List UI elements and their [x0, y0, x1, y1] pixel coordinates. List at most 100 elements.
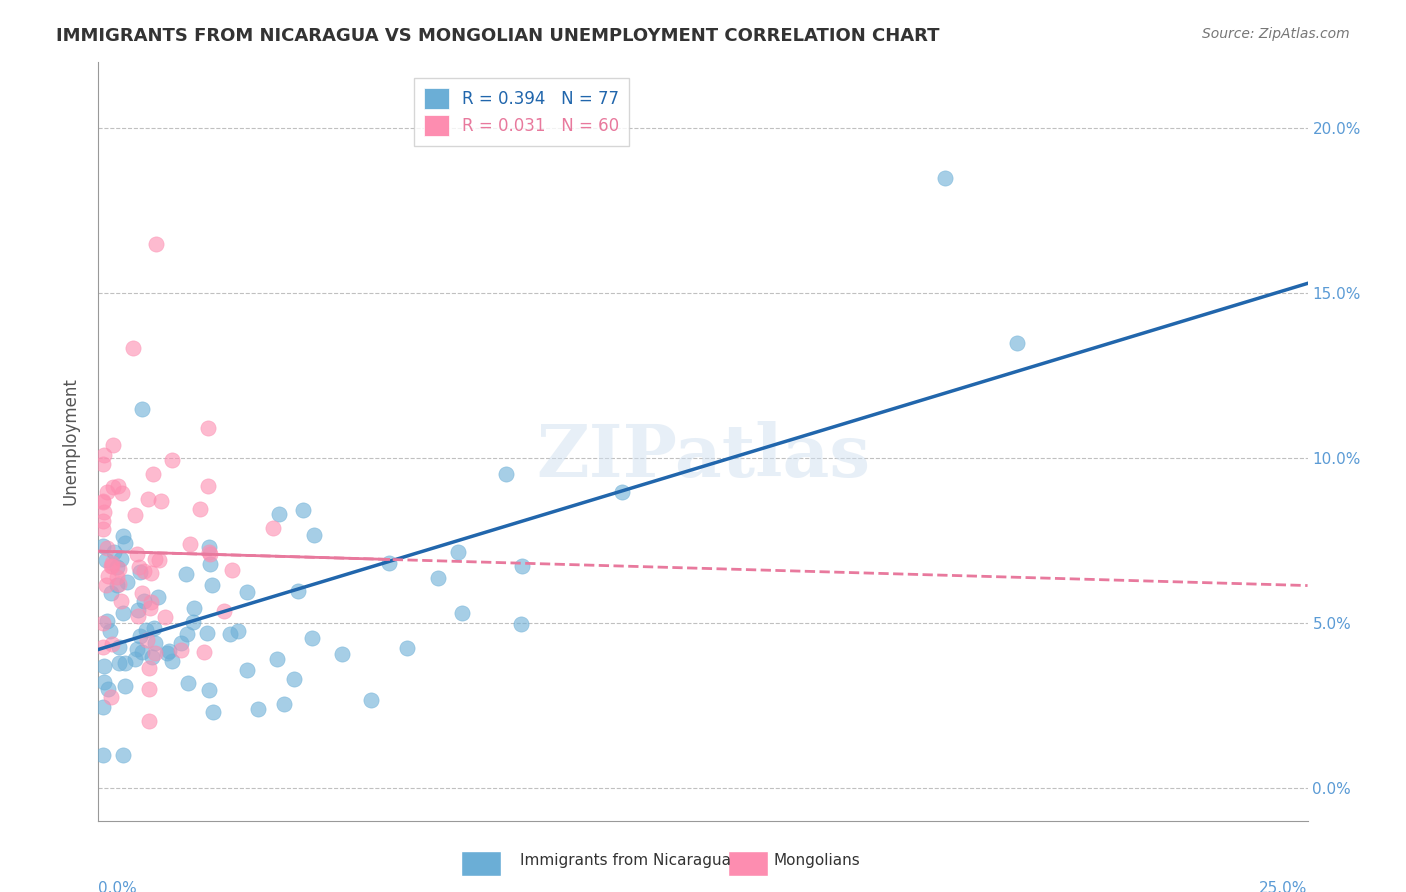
- Point: [266, 652, 288, 666]
- Point: [287, 584, 309, 599]
- Point: [142, 621, 165, 635]
- Point: [107, 576, 129, 591]
- Text: Mongolians: Mongolians: [773, 854, 860, 868]
- Point: [153, 610, 176, 624]
- Point: [135, 633, 157, 648]
- Point: [93, 448, 115, 462]
- Point: [160, 452, 183, 467]
- Point: [94, 553, 117, 567]
- Text: IMMIGRANTS FROM NICARAGUA VS MONGOLIAN UNEMPLOYMENT CORRELATION CHART: IMMIGRANTS FROM NICARAGUA VS MONGOLIAN U…: [56, 27, 939, 45]
- Point: [198, 540, 221, 554]
- Point: [934, 170, 956, 185]
- Point: [1007, 335, 1029, 350]
- Point: [143, 552, 166, 566]
- Point: [124, 652, 146, 666]
- Point: [93, 505, 115, 519]
- Point: [107, 569, 129, 583]
- Point: [105, 578, 128, 592]
- Point: [103, 438, 125, 452]
- Point: [131, 401, 153, 416]
- Point: [291, 503, 314, 517]
- Point: [91, 699, 114, 714]
- Point: [105, 560, 128, 574]
- Point: [510, 559, 533, 574]
- Point: [138, 714, 160, 728]
- Point: [129, 629, 152, 643]
- Point: [129, 565, 152, 579]
- Point: [262, 521, 284, 535]
- Point: [139, 566, 162, 580]
- Point: [142, 467, 165, 481]
- Point: [395, 641, 418, 656]
- Point: [114, 656, 136, 670]
- Point: [198, 557, 221, 571]
- Point: [273, 697, 295, 711]
- Point: [114, 680, 136, 694]
- Point: [125, 642, 148, 657]
- Point: [447, 545, 470, 559]
- Point: [132, 594, 155, 608]
- Point: [131, 645, 153, 659]
- Point: [426, 571, 449, 585]
- Point: [283, 672, 305, 686]
- Point: [169, 642, 191, 657]
- Point: [125, 547, 148, 561]
- Point: [198, 547, 221, 561]
- Point: [91, 539, 114, 553]
- Point: [98, 624, 121, 638]
- Point: [91, 494, 114, 508]
- Point: [138, 682, 160, 697]
- Text: 25.0%: 25.0%: [1260, 881, 1308, 892]
- Point: [200, 578, 222, 592]
- Point: [141, 650, 163, 665]
- Point: [97, 681, 120, 696]
- Point: [226, 624, 249, 638]
- Point: [170, 636, 193, 650]
- Point: [100, 690, 122, 704]
- Point: [236, 585, 259, 599]
- Point: [377, 556, 399, 570]
- Point: [183, 600, 205, 615]
- Point: [193, 645, 215, 659]
- Point: [135, 624, 157, 638]
- Point: [146, 590, 169, 604]
- Point: [150, 494, 173, 508]
- Point: [91, 457, 114, 471]
- Text: 0.0%: 0.0%: [98, 881, 138, 892]
- Point: [139, 594, 162, 608]
- Point: [110, 551, 132, 566]
- Point: [451, 607, 474, 621]
- Point: [128, 559, 150, 574]
- Point: [246, 702, 269, 716]
- Point: [145, 236, 167, 251]
- Point: [127, 602, 149, 616]
- Point: [181, 615, 204, 630]
- Point: [304, 528, 326, 542]
- Point: [114, 536, 136, 550]
- Point: [156, 646, 179, 660]
- Point: [177, 676, 200, 690]
- Point: [197, 682, 219, 697]
- Point: [110, 594, 132, 608]
- Point: [197, 421, 219, 435]
- Point: [101, 480, 124, 494]
- Point: [103, 545, 125, 559]
- Point: [91, 494, 114, 508]
- Point: [107, 479, 129, 493]
- Point: [111, 529, 134, 543]
- Point: [101, 558, 124, 573]
- Point: [212, 604, 235, 618]
- Point: [96, 485, 118, 500]
- Point: [100, 637, 122, 651]
- Point: [139, 600, 162, 615]
- Point: [100, 585, 122, 599]
- Point: [143, 635, 166, 649]
- Point: [93, 659, 115, 673]
- Point: [360, 692, 382, 706]
- Point: [509, 616, 531, 631]
- Point: [218, 627, 240, 641]
- Point: [612, 484, 634, 499]
- Point: [108, 562, 131, 576]
- Point: [122, 341, 145, 355]
- Point: [111, 486, 134, 500]
